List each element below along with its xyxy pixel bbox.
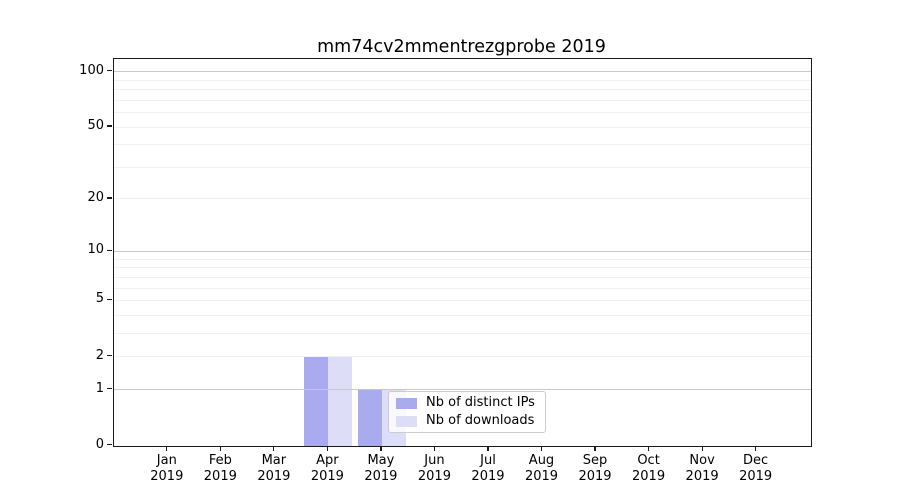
x-axis-label-nov: Nov 2019 bbox=[670, 453, 734, 484]
x-axis-month-text: Sep bbox=[582, 453, 608, 468]
x-axis-label-may: May 2019 bbox=[349, 453, 413, 484]
x-axis-label-jan: Jan 2019 bbox=[135, 453, 199, 484]
gridline-minor-2 bbox=[114, 356, 811, 358]
bar-distinct-ips-apr bbox=[304, 356, 329, 446]
y-axis-tick-0 bbox=[107, 444, 112, 446]
gridline-major-1 bbox=[114, 389, 811, 391]
x-axis-tick-jun bbox=[433, 446, 436, 451]
gridline-minor-7 bbox=[114, 276, 811, 278]
x-axis-month-text: May bbox=[367, 453, 395, 468]
x-axis-month-text: Aug bbox=[528, 453, 555, 468]
y-axis-label-10: 10 bbox=[87, 242, 104, 258]
legend-label-downloads: Nb of downloads bbox=[426, 413, 535, 428]
x-axis-month-text: Nov bbox=[689, 453, 715, 468]
x-axis-year-text: 2019 bbox=[417, 468, 451, 484]
x-axis-year-text: 2019 bbox=[632, 468, 666, 484]
y-axis-tick-50 bbox=[107, 125, 112, 127]
y-axis-label-20: 20 bbox=[87, 189, 104, 205]
gridline-minor-9 bbox=[114, 258, 811, 260]
x-axis-label-aug: Aug 2019 bbox=[510, 453, 574, 484]
x-axis-month-text: Jul bbox=[480, 453, 496, 468]
x-axis-tick-dec bbox=[755, 446, 757, 451]
gridline-minor-4 bbox=[114, 314, 811, 316]
x-axis-tick-aug bbox=[540, 446, 543, 451]
x-axis-month-text: Mar bbox=[261, 453, 287, 468]
x-axis-tick-sep bbox=[594, 446, 596, 451]
x-axis-tick-jul bbox=[487, 446, 489, 451]
x-axis-tick-apr bbox=[326, 446, 328, 451]
y-axis-label-50: 50 bbox=[87, 118, 104, 134]
gridline-minor-3 bbox=[114, 332, 811, 334]
gridline-minor-20 bbox=[114, 198, 811, 200]
x-axis-tick-mar bbox=[273, 446, 275, 451]
y-axis-tick-2 bbox=[107, 355, 112, 357]
y-axis-tick-100 bbox=[107, 70, 112, 72]
y-axis-label-100: 100 bbox=[79, 62, 104, 78]
x-axis-label-mar: Mar 2019 bbox=[242, 453, 306, 484]
y-axis-tick-20 bbox=[107, 197, 112, 199]
x-axis-tick-nov bbox=[701, 446, 703, 451]
gridline-minor-6 bbox=[114, 287, 811, 289]
gridline-minor-70 bbox=[114, 99, 811, 101]
x-axis-month-text: Feb bbox=[208, 453, 232, 468]
bar-distinct-ips-may bbox=[357, 389, 382, 446]
gridline-minor-8 bbox=[114, 267, 811, 269]
x-axis-year-text: 2019 bbox=[150, 468, 184, 484]
gridline-minor-90 bbox=[114, 79, 811, 81]
gridline-minor-40 bbox=[114, 144, 811, 146]
x-axis-month-text: Jan bbox=[156, 453, 177, 468]
legend-entry-distinct-ips: Nb of distinct IPs bbox=[396, 396, 538, 410]
x-axis-label-jun: Jun 2019 bbox=[402, 453, 466, 484]
x-axis-tick-may bbox=[380, 446, 382, 451]
legend-label-distinct-ips: Nb of distinct IPs bbox=[426, 395, 535, 410]
x-axis-tick-feb bbox=[219, 446, 221, 451]
x-axis-tick-oct bbox=[647, 446, 650, 451]
gridline-minor-50 bbox=[114, 126, 811, 128]
legend: Nb of distinct IPs Nb of downloads bbox=[388, 391, 546, 433]
x-axis-month-text: Jun bbox=[424, 453, 445, 468]
x-axis-label-apr: Apr 2019 bbox=[295, 453, 359, 484]
gridline-minor-60 bbox=[114, 112, 811, 114]
x-axis-month-text: Dec bbox=[743, 453, 769, 468]
x-axis-label-jul: Jul 2019 bbox=[456, 453, 520, 484]
x-axis-year-text: 2019 bbox=[257, 468, 291, 484]
x-axis-month-text: Oct bbox=[637, 453, 660, 468]
x-axis-year-text: 2019 bbox=[739, 468, 773, 484]
y-axis-label-1: 1 bbox=[95, 380, 104, 396]
y-axis-label-2: 2 bbox=[95, 347, 104, 363]
x-axis-label-oct: Oct 2019 bbox=[617, 453, 681, 484]
y-axis-label-0: 0 bbox=[95, 436, 104, 452]
x-axis-month-text: Apr bbox=[316, 453, 339, 468]
x-axis-label-sep: Sep 2019 bbox=[563, 453, 627, 484]
legend-entry-downloads: Nb of downloads bbox=[396, 414, 538, 428]
x-axis-year-text: 2019 bbox=[364, 468, 398, 484]
x-axis-label-dec: Dec 2019 bbox=[724, 453, 788, 484]
x-axis-year-text: 2019 bbox=[203, 468, 237, 484]
plot-area bbox=[113, 58, 812, 447]
x-axis-year-text: 2019 bbox=[685, 468, 719, 484]
x-axis-tick-jan bbox=[166, 446, 168, 451]
y-axis-label-5: 5 bbox=[95, 291, 104, 307]
gridline-minor-5 bbox=[114, 299, 811, 301]
legend-swatch-downloads bbox=[396, 415, 417, 427]
y-axis-tick-5 bbox=[107, 298, 112, 301]
gridline-major-10 bbox=[114, 250, 811, 252]
chart-title: mm74cv2mmentrezgprobe 2019 bbox=[317, 37, 606, 57]
gridline-minor-30 bbox=[114, 166, 811, 168]
bar-downloads-apr bbox=[328, 356, 353, 446]
y-axis-tick-1 bbox=[107, 387, 112, 390]
x-axis-year-text: 2019 bbox=[471, 468, 505, 484]
gridline-minor-80 bbox=[114, 89, 811, 91]
x-axis-year-text: 2019 bbox=[578, 468, 612, 484]
legend-swatch-distinct-ips bbox=[396, 397, 417, 409]
x-axis-year-text: 2019 bbox=[310, 468, 344, 484]
x-axis-year-text: 2019 bbox=[524, 468, 559, 484]
y-axis-tick-10 bbox=[107, 249, 112, 251]
x-axis-label-feb: Feb 2019 bbox=[188, 453, 252, 484]
gridline-major-100 bbox=[114, 71, 811, 73]
